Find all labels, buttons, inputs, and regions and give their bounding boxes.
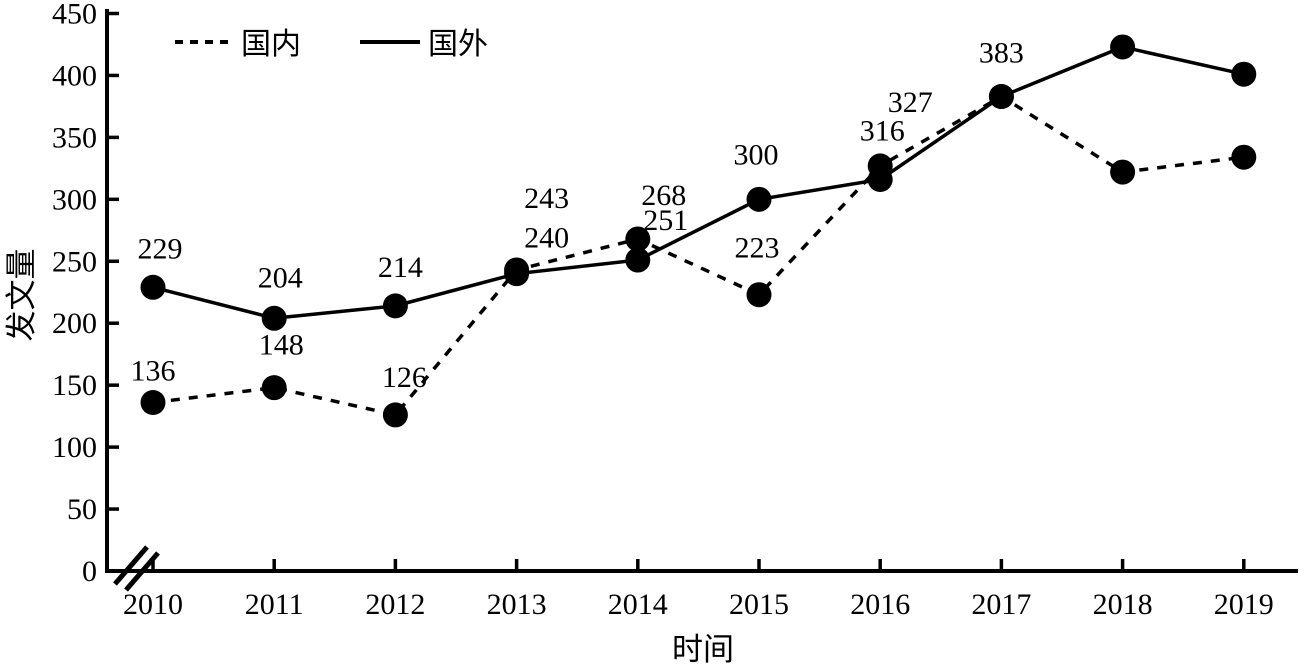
legend: 国内 国外 (175, 28, 488, 61)
data-point (625, 226, 651, 252)
x-tick-label: 2019 (1214, 588, 1274, 621)
x-tick-label: 2017 (971, 588, 1031, 621)
x-tick-label: 2016 (850, 588, 910, 621)
data-point (382, 293, 408, 319)
data-point (988, 84, 1014, 110)
point-value-label: 214 (378, 251, 423, 284)
data-point (261, 375, 287, 401)
data-point (140, 390, 166, 416)
x-tick-label: 2011 (245, 588, 304, 621)
point-value-label: 316 (860, 115, 905, 148)
data-point (1110, 34, 1136, 60)
data-point (1231, 61, 1257, 87)
data-point (1231, 144, 1257, 170)
y-axis-title: 发文量 (4, 249, 39, 342)
point-value-label: 229 (138, 232, 183, 265)
x-tick-label: 2018 (1093, 588, 1153, 621)
y-tick-label: 200 (52, 307, 97, 340)
data-point (746, 186, 772, 212)
x-axis-title: 时间 (672, 632, 734, 667)
point-value-label: 136 (131, 355, 176, 388)
point-value-label: 327 (888, 86, 933, 119)
point-labels: 136 148 126 243 268 223 327 229 204 214 240 251 300 3… (131, 37, 1024, 394)
y-tick-label: 300 (52, 183, 97, 216)
x-tick-label: 2013 (487, 588, 547, 621)
point-value-label: 300 (734, 138, 779, 171)
series-line-domestic (152, 94, 1245, 417)
data-point (1110, 159, 1136, 185)
point-value-label: 268 (641, 179, 686, 212)
x-tick-label: 2015 (729, 588, 789, 621)
data-point (504, 261, 530, 287)
data-point (261, 305, 287, 331)
y-tick-label: 450 (52, 0, 97, 31)
axis-break-slash (124, 551, 160, 592)
point-value-label: 126 (382, 361, 427, 394)
data-point (746, 282, 772, 308)
axis-break-slash (113, 545, 149, 586)
point-value-label: 243 (524, 182, 569, 215)
x-tick-label: 2010 (123, 588, 183, 621)
y-tick-label: 350 (52, 121, 97, 154)
y-tick-label: 50 (67, 493, 97, 526)
point-value-label: 251 (643, 204, 688, 237)
axes: 0 50 100 150 200 250 300 350 400 450 2010 2011 2012 2… (52, 0, 1298, 621)
data-point (625, 247, 651, 273)
point-value-label: 383 (979, 37, 1024, 70)
y-tick-label: 0 (82, 555, 97, 588)
data-point (867, 167, 893, 193)
x-tick-label: 2014 (608, 588, 668, 621)
point-value-label: 223 (735, 232, 780, 265)
y-tick-label: 100 (52, 431, 97, 464)
point-value-label: 148 (259, 329, 304, 362)
y-tick-label: 250 (52, 245, 97, 278)
y-tick-label: 150 (52, 369, 97, 402)
series-line-foreign (152, 45, 1245, 321)
legend-label-foreign: 国外 (428, 28, 488, 61)
data-point (140, 274, 166, 300)
series-lines (140, 34, 1257, 428)
x-tick-label: 2012 (365, 588, 425, 621)
point-value-label: 204 (258, 261, 303, 294)
y-tick-label: 400 (52, 59, 97, 92)
point-value-label: 240 (524, 222, 569, 255)
legend-label-domestic: 国内 (241, 28, 301, 61)
data-point (382, 402, 408, 428)
